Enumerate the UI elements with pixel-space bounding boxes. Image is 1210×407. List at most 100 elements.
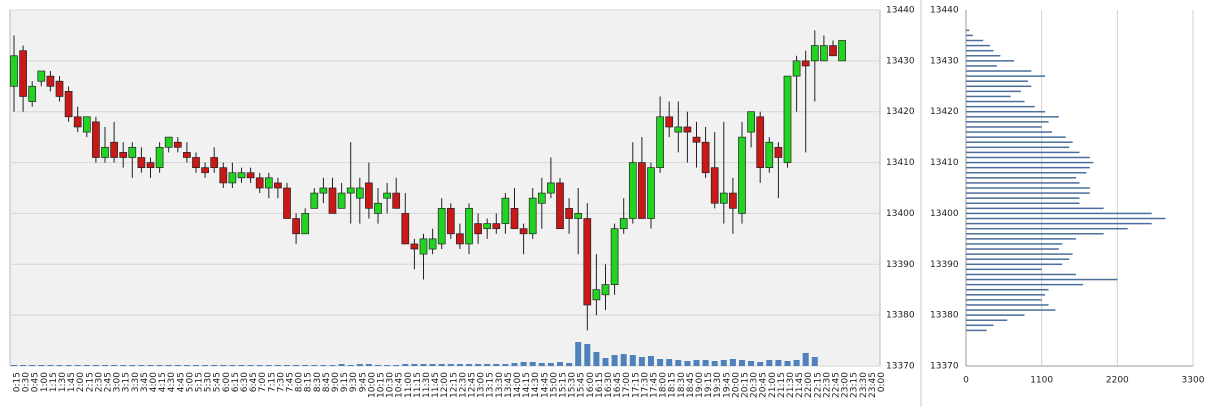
volume-bar [238, 365, 245, 366]
x-tick-label: 2:00 [76, 372, 86, 392]
volume-bar [411, 364, 418, 366]
x-tick-label: 1:15 [49, 372, 59, 392]
profile-bar [966, 80, 1028, 82]
x-tick-label: 5:30 [204, 372, 214, 392]
x-tick-label: 18:00 [659, 372, 669, 398]
profile-bar [966, 268, 1042, 271]
candle-body [328, 187, 337, 214]
volume-bar [538, 363, 545, 366]
profile-bar [966, 95, 1011, 98]
candle-body [310, 192, 319, 209]
volume-bar [11, 365, 17, 366]
volume-bar [29, 365, 36, 366]
x-tick-label: 11:00 [404, 372, 414, 398]
volume-bar [466, 364, 472, 366]
candle-body [37, 70, 46, 82]
profile-bar [966, 304, 1049, 306]
profile-bar [966, 283, 1083, 286]
volume-bar [338, 364, 345, 366]
x-tick-label: 15:30 [568, 372, 578, 398]
volume-bar [620, 354, 627, 366]
profile-bar [966, 192, 1090, 194]
x-tick-label: 12:45 [468, 372, 478, 398]
candle-body [765, 141, 774, 169]
profile-bar [966, 207, 1104, 210]
profile-bar [966, 44, 991, 47]
x-tick-label: 10:45 [395, 372, 405, 398]
volume-bar [393, 365, 400, 366]
candle-body [164, 136, 173, 148]
x-tick-label: 14:15 [522, 372, 532, 398]
volume-bar [484, 364, 491, 366]
x-tick-label: 21:30 [786, 372, 796, 398]
x-tick-label: 20:00 [731, 372, 741, 398]
x-tick-label: 4:45 [176, 372, 186, 392]
profile-bar [966, 319, 1008, 321]
candle-body [738, 136, 746, 214]
x-tick-label: 21:00 [768, 372, 778, 398]
x-tick-label: 3:30 [131, 372, 141, 392]
x-tick-label: 4:15 [158, 372, 168, 392]
volume-bar [584, 344, 591, 366]
x-tick-label: 19:00 [695, 372, 705, 398]
x-tick-label: 14:30 [531, 372, 541, 398]
x-tick-label: 20:15 [741, 372, 751, 398]
profile-bar [966, 253, 1073, 255]
x-tick-label: 7:15 [267, 372, 277, 392]
x-tick-label: 3:15 [122, 372, 132, 392]
candle-body [419, 238, 428, 255]
profile-bar [966, 151, 1080, 154]
candle-body [719, 192, 728, 204]
x-tick-label: 4:30 [167, 372, 177, 392]
candle-body [501, 197, 510, 224]
x-tick-label: 17:45 [650, 372, 660, 398]
volume-bar [165, 365, 172, 366]
profile-bar [966, 278, 1118, 281]
x-tick-label: 2200 [1106, 376, 1129, 386]
candle-body [292, 218, 300, 235]
x-tick-label: 11:30 [422, 372, 432, 398]
x-tick-label: 7:00 [258, 372, 268, 392]
x-tick-label: 21:15 [777, 372, 787, 398]
profile-bar [966, 70, 1032, 72]
candle-body [838, 40, 846, 62]
profile-bar [966, 227, 1128, 230]
x-tick-label: 17:00 [622, 372, 632, 398]
candle-body [219, 167, 228, 184]
x-tick-label: 0 [963, 376, 969, 386]
candle-body [792, 60, 801, 77]
volume-bar [47, 365, 54, 366]
profile-bar [966, 29, 970, 32]
profile-bar [966, 294, 1046, 296]
candle-body [64, 91, 73, 118]
profile-bar [966, 121, 1049, 123]
profile-bar [966, 75, 1046, 77]
x-tick-label: 8:15 [304, 372, 314, 392]
volume-bar [729, 359, 736, 366]
x-tick-label: 20:45 [759, 372, 769, 398]
candle-body [446, 207, 455, 235]
volume-bar [511, 363, 518, 366]
x-tick-label: 2:15 [85, 372, 95, 392]
profile-bar [966, 233, 1104, 235]
volume-bar [65, 365, 72, 366]
volume-bar [739, 360, 745, 366]
x-tick-label: 12:30 [458, 372, 468, 398]
x-tick-label: 22:45 [832, 372, 842, 398]
candle-body [601, 284, 610, 296]
volume-bar [265, 365, 272, 366]
candle-body [456, 233, 464, 245]
candle-body [628, 162, 637, 219]
profile-bar [966, 177, 1077, 179]
candle-body [128, 146, 137, 158]
profile-bar [966, 202, 1080, 205]
candle-body [73, 116, 82, 128]
volume-bar [438, 364, 445, 366]
x-tick-label: 16:30 [604, 372, 614, 398]
y-tick-label: 13390 [930, 260, 959, 270]
candle-body [519, 228, 528, 235]
profile-bar [966, 39, 984, 42]
volume-bar [156, 365, 163, 366]
volume-bar [92, 365, 99, 366]
candle-body [801, 60, 810, 67]
